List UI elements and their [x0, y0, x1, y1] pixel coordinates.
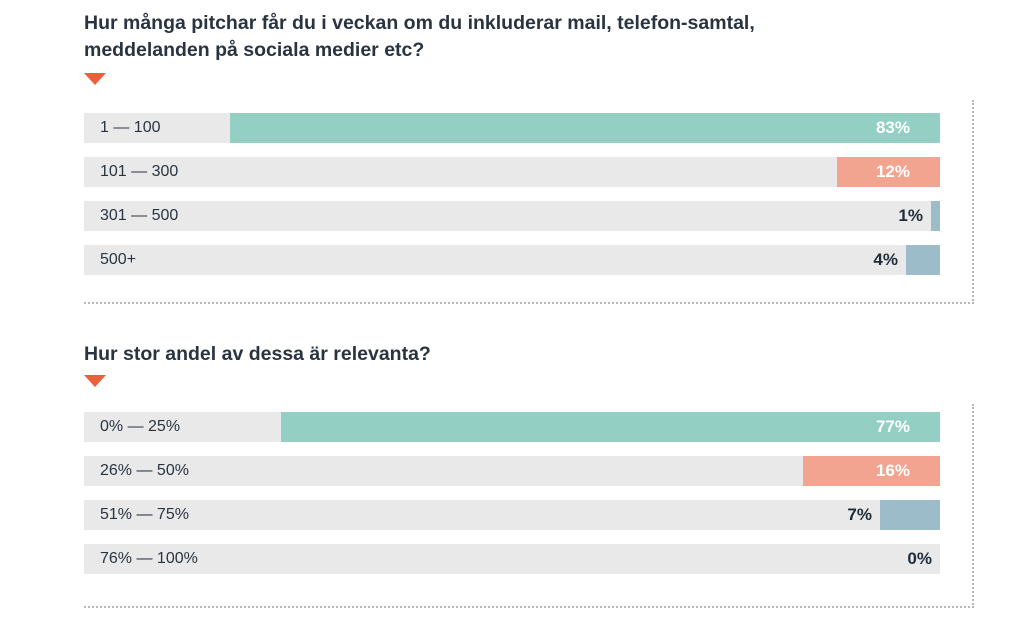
- bar-row: 76% — 100% 0%: [84, 544, 940, 574]
- bar-row: 101 — 300 12%: [84, 157, 940, 187]
- bar: [230, 113, 940, 143]
- value-label: 12%: [875, 162, 910, 181]
- value-label: 1%: [898, 206, 923, 225]
- chart-frame: [84, 100, 974, 304]
- bar: [803, 456, 940, 486]
- category-label: 101 — 300: [100, 163, 179, 180]
- value-label: 4%: [873, 250, 898, 269]
- category-label: 301 — 500: [100, 207, 179, 224]
- bar-row: 0% — 25% 77%: [84, 412, 940, 442]
- value-label: 16%: [875, 461, 910, 480]
- bar-row: 51% — 75% 7%: [84, 500, 940, 530]
- arrow-down-icon: [84, 73, 106, 85]
- bar: [837, 157, 940, 187]
- value-label: 0%: [907, 549, 932, 568]
- category-label: 500+: [100, 251, 137, 268]
- bar: [931, 201, 940, 231]
- category-label: 26% — 50%: [100, 462, 189, 479]
- bar-row: 1 — 100 83%: [84, 113, 940, 143]
- category-label: 0% — 25%: [100, 418, 181, 435]
- bar-row: 26% — 50% 16%: [84, 456, 940, 486]
- value-label: 83%: [875, 118, 910, 137]
- bar: [906, 245, 940, 275]
- category-label: 51% — 75%: [100, 506, 189, 523]
- chart-title: Hur stor andel av dessa är relevanta?: [84, 343, 431, 365]
- bar-row: 301 — 500 1%: [84, 201, 940, 231]
- value-label: 77%: [875, 417, 910, 436]
- bar: [281, 412, 940, 442]
- value-label: 7%: [847, 505, 872, 524]
- bar-row: 500+ 4%: [84, 245, 940, 275]
- chart-frame: [84, 404, 974, 608]
- category-label: 1 — 100: [100, 119, 161, 136]
- category-label: 76% — 100%: [100, 550, 198, 567]
- bar: [880, 500, 940, 530]
- chart-title: Hur många pitchar får du i veckan om du …: [84, 12, 755, 61]
- arrow-down-icon: [84, 375, 106, 387]
